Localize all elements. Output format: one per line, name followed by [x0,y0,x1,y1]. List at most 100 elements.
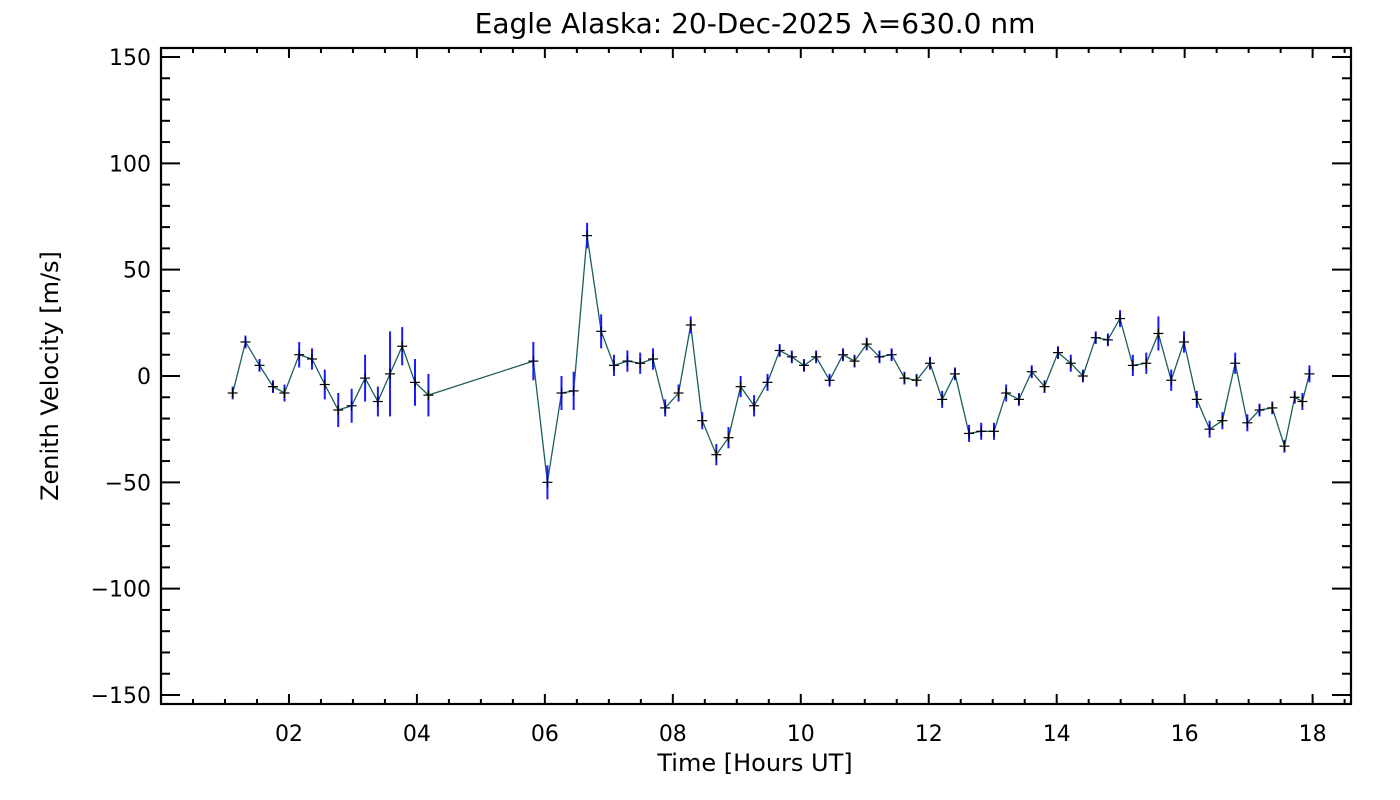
data-point [1077,371,1088,381]
data-point [685,319,696,330]
data-point [861,339,872,350]
data-point [899,373,910,384]
x-tick-label: 14 [1043,722,1071,747]
x-tick-label: 04 [403,722,431,747]
data-point [1127,360,1138,371]
x-tick-label: 02 [275,722,303,747]
data-point [774,345,785,356]
data-point [925,358,936,369]
data-point [786,351,797,362]
data-point [409,377,420,388]
data-point [1191,394,1202,405]
data-point [306,353,317,364]
data-point [1026,366,1037,377]
data-point [254,360,265,371]
data-point [385,368,396,379]
data-point [622,356,633,367]
data-point [1242,417,1253,428]
data-point [874,351,885,362]
data-point [1204,424,1215,435]
data-point [1090,332,1101,343]
y-tick-label: −100 [91,578,151,603]
data-point [1102,334,1113,345]
data-point [949,368,960,379]
data-point [635,358,646,369]
data-point [423,390,434,401]
data-point [528,356,539,367]
y-tick-label: 0 [137,365,151,390]
data-point [749,400,760,411]
data-point [333,405,344,416]
axis-ticks [161,48,1351,704]
data-point [346,400,357,411]
data-point [723,432,734,443]
y-tick-labels: 150 100 50 0 −50 −100 −150 [91,46,151,709]
data-point [1230,358,1241,369]
data-point [735,381,746,392]
data-point [1297,396,1308,407]
data-point [937,394,948,405]
data-point [1267,402,1278,413]
data-point [911,375,922,386]
data-point [1115,313,1126,324]
data-point [976,426,987,437]
data-point [397,341,408,352]
data-point [811,351,822,362]
data-point [1052,347,1063,358]
x-tick-label: 16 [1171,722,1199,747]
data-point [1304,368,1315,379]
y-tick-label: 100 [109,152,151,177]
series-line [232,235,1311,483]
plot-frame [159,46,1353,706]
data-point [989,426,999,437]
y-axis-label: Zenith Velocity [m/s] [36,251,64,501]
error-bars [231,222,1311,500]
data-point [267,381,278,392]
data-points [227,230,1315,488]
data-point [1001,388,1012,399]
data-point [372,396,383,407]
y-tick-label: 50 [123,259,151,284]
x-tick-label: 18 [1299,722,1327,747]
data-point [319,379,330,390]
y-tick-label: −50 [105,471,151,496]
data-point [582,230,593,241]
data-point [886,349,897,360]
data-point [294,349,305,360]
series-line-path [232,235,1311,483]
data-point [360,373,371,384]
x-tick-label: 12 [915,722,943,747]
data-point [824,375,835,386]
data-point [568,385,579,396]
data-point [660,402,671,413]
chart-title: Eagle Alaska: 20-Dec-2025 λ=630.0 nm [475,7,1036,40]
data-point [1279,441,1290,452]
data-point [608,360,619,371]
data-point [1013,394,1024,405]
data-point [596,326,607,337]
data-point [964,428,975,439]
data-point [240,336,251,347]
data-point [697,415,708,426]
data-point [647,353,658,364]
data-point [1065,358,1076,369]
x-tick-labels: 02 04 06 08 10 12 14 16 18 [275,722,1327,747]
data-point [1217,415,1228,426]
data-point [1141,358,1152,369]
y-tick-label: −150 [91,684,151,709]
data-point [1179,336,1190,347]
x-tick-label: 10 [787,722,815,747]
data-point [279,388,290,399]
y-tick-label: 150 [109,46,151,71]
data-point [227,388,238,399]
data-point [798,360,809,371]
data-point [673,388,684,399]
data-point [849,356,860,367]
data-point [1153,328,1164,339]
data-point [1254,405,1265,416]
data-point [838,349,849,360]
data-point [542,477,553,488]
data-point [762,377,773,388]
data-point [1289,392,1300,403]
